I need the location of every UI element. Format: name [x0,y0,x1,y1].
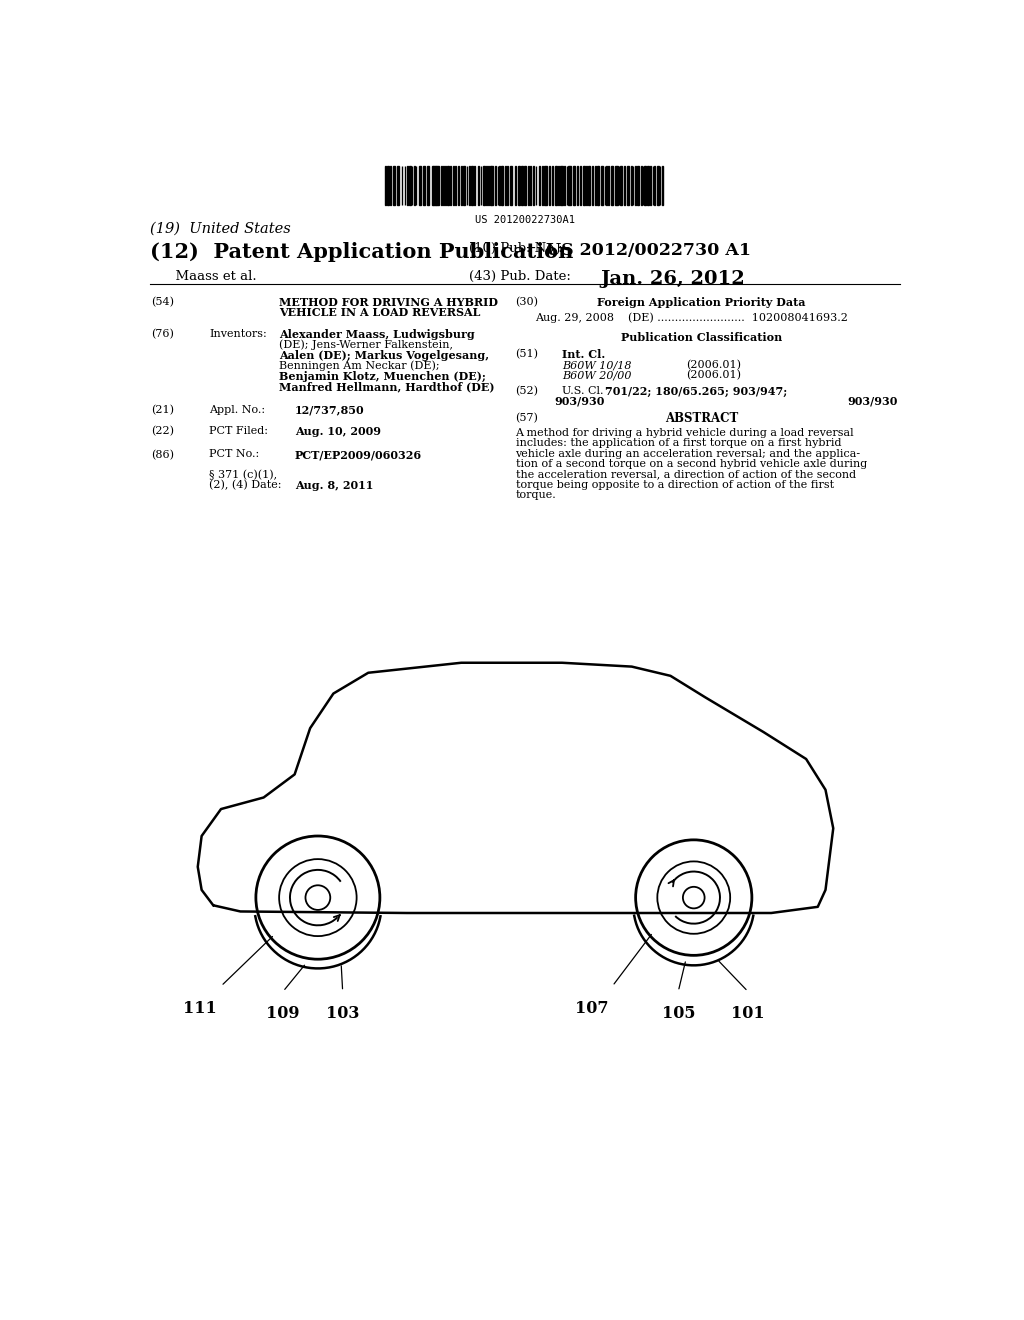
Bar [621,166,623,205]
Bar [518,166,520,205]
Text: Benjamin Klotz, Muenchen (DE);: Benjamin Klotz, Muenchen (DE); [280,371,486,381]
Text: (76): (76) [152,330,174,339]
Text: torque being opposite to a direction of action of the first: torque being opposite to a direction of … [515,480,834,490]
Text: VEHICLE IN A LOAD REVERSAL: VEHICLE IN A LOAD REVERSAL [280,308,480,318]
Text: (21): (21) [152,405,174,414]
Bar [560,166,563,205]
Text: 12/737,850: 12/737,850 [295,405,365,416]
Bar [393,166,394,205]
Text: 701/22; 180/65.265; 903/947;: 701/22; 180/65.265; 903/947; [604,385,786,396]
Bar [477,166,479,205]
Text: A method for driving a hybrid vehicle during a load reversal: A method for driving a hybrid vehicle du… [515,428,854,438]
Text: (54): (54) [152,297,174,308]
Text: 903/930: 903/930 [847,396,898,407]
Text: Foreign Application Priority Data: Foreign Application Priority Data [597,297,806,308]
Text: Aug. 8, 2011: Aug. 8, 2011 [295,480,373,491]
Text: Jan. 26, 2012: Jan. 26, 2012 [601,271,745,288]
Text: B60W 10/18: B60W 10/18 [562,360,632,370]
Text: Appl. No.:: Appl. No.: [209,405,265,414]
Bar [471,166,473,205]
Text: Aalen (DE); Markus Vogelgesang,: Aalen (DE); Markus Vogelgesang, [280,350,489,362]
Bar [436,166,438,205]
Text: Benningen Am Neckar (DE);: Benningen Am Neckar (DE); [280,360,439,371]
Text: (51): (51) [515,350,539,359]
Text: (30): (30) [515,297,539,308]
Text: 109: 109 [266,1006,300,1023]
Text: U.S. Cl.: U.S. Cl. [562,385,603,396]
Bar [442,166,444,205]
Bar [627,166,630,205]
Text: PCT/EP2009/060326: PCT/EP2009/060326 [295,449,422,461]
Text: vehicle axle during an acceleration reversal; and the applica-: vehicle axle during an acceleration reve… [515,449,860,458]
Text: (57): (57) [515,412,539,422]
Bar [510,166,512,205]
Text: (10) Pub. No.:: (10) Pub. No.: [469,242,562,255]
Bar [644,166,646,205]
Bar [427,166,429,205]
Text: US 2012/0022730 A1: US 2012/0022730 A1 [547,242,752,259]
Text: Publication Classification: Publication Classification [621,331,782,343]
Bar [588,166,590,205]
Bar [492,166,493,205]
Bar [463,166,465,205]
Bar [647,166,649,205]
Text: Manfred Hellmann, Hardthof (DE): Manfred Hellmann, Hardthof (DE) [280,381,495,392]
Bar [410,166,411,205]
Text: § 371 (c)(1),: § 371 (c)(1), [209,470,278,480]
Bar [555,166,557,205]
Text: Aug. 10, 2009: Aug. 10, 2009 [295,426,381,437]
Text: (22): (22) [152,426,174,437]
Bar [397,166,399,205]
Bar [524,166,525,205]
Bar [483,166,484,205]
Bar [528,166,529,205]
Text: (2006.01): (2006.01) [686,360,741,371]
Text: PCT Filed:: PCT Filed: [209,426,268,437]
Text: 101: 101 [731,1006,765,1023]
Bar [387,166,389,205]
Text: (19)  United States: (19) United States [150,222,291,235]
Text: 105: 105 [662,1006,695,1023]
Text: (DE); Jens-Werner Falkenstein,: (DE); Jens-Werner Falkenstein, [280,339,454,350]
Bar [419,166,421,205]
Text: B60W 20/00: B60W 20/00 [562,370,632,380]
Text: (43) Pub. Date:: (43) Pub. Date: [469,271,570,282]
Text: tion of a second torque on a second hybrid vehicle axle during: tion of a second torque on a second hybr… [515,459,866,469]
Bar [521,166,523,205]
Text: US 20120022730A1: US 20120022730A1 [475,215,574,226]
Text: Int. Cl.: Int. Cl. [562,350,605,360]
Bar [583,166,586,205]
Text: ABSTRACT: ABSTRACT [665,412,738,425]
Text: Inventors:: Inventors: [209,330,267,339]
Text: Alexander Maass, Ludwigsburg: Alexander Maass, Ludwigsburg [280,330,475,341]
Text: Maass et al.: Maass et al. [150,271,256,282]
Bar [433,166,435,205]
Bar [595,166,596,205]
Bar [657,166,658,205]
Text: METHOD FOR DRIVING A HYBRID: METHOD FOR DRIVING A HYBRID [280,297,498,308]
Text: (2), (4) Date:: (2), (4) Date: [209,480,282,490]
Text: (52): (52) [515,385,539,396]
Text: 107: 107 [575,1001,608,1016]
Bar [563,166,565,205]
Bar [447,166,449,205]
Text: torque.: torque. [515,490,556,500]
Text: (12)  Patent Application Publication: (12) Patent Application Publication [150,242,573,261]
Text: the acceleration reversal, a direction of action of the second: the acceleration reversal, a direction o… [515,470,856,479]
Bar [423,166,425,205]
Bar [544,166,547,205]
Text: 103: 103 [326,1006,359,1023]
Text: (2006.01): (2006.01) [686,370,741,380]
Text: PCT No.:: PCT No.: [209,449,260,459]
Text: Aug. 29, 2008    (DE) .........................  102008041693.2: Aug. 29, 2008 (DE) .....................… [535,313,848,323]
Bar [637,166,639,205]
Text: 903/930: 903/930 [554,396,604,407]
Text: (86): (86) [152,449,174,459]
Bar [601,166,603,205]
Text: 111: 111 [183,1001,217,1016]
Text: includes: the application of a first torque on a first hybrid: includes: the application of a first tor… [515,438,841,449]
Bar [568,166,570,205]
Bar [615,166,617,205]
